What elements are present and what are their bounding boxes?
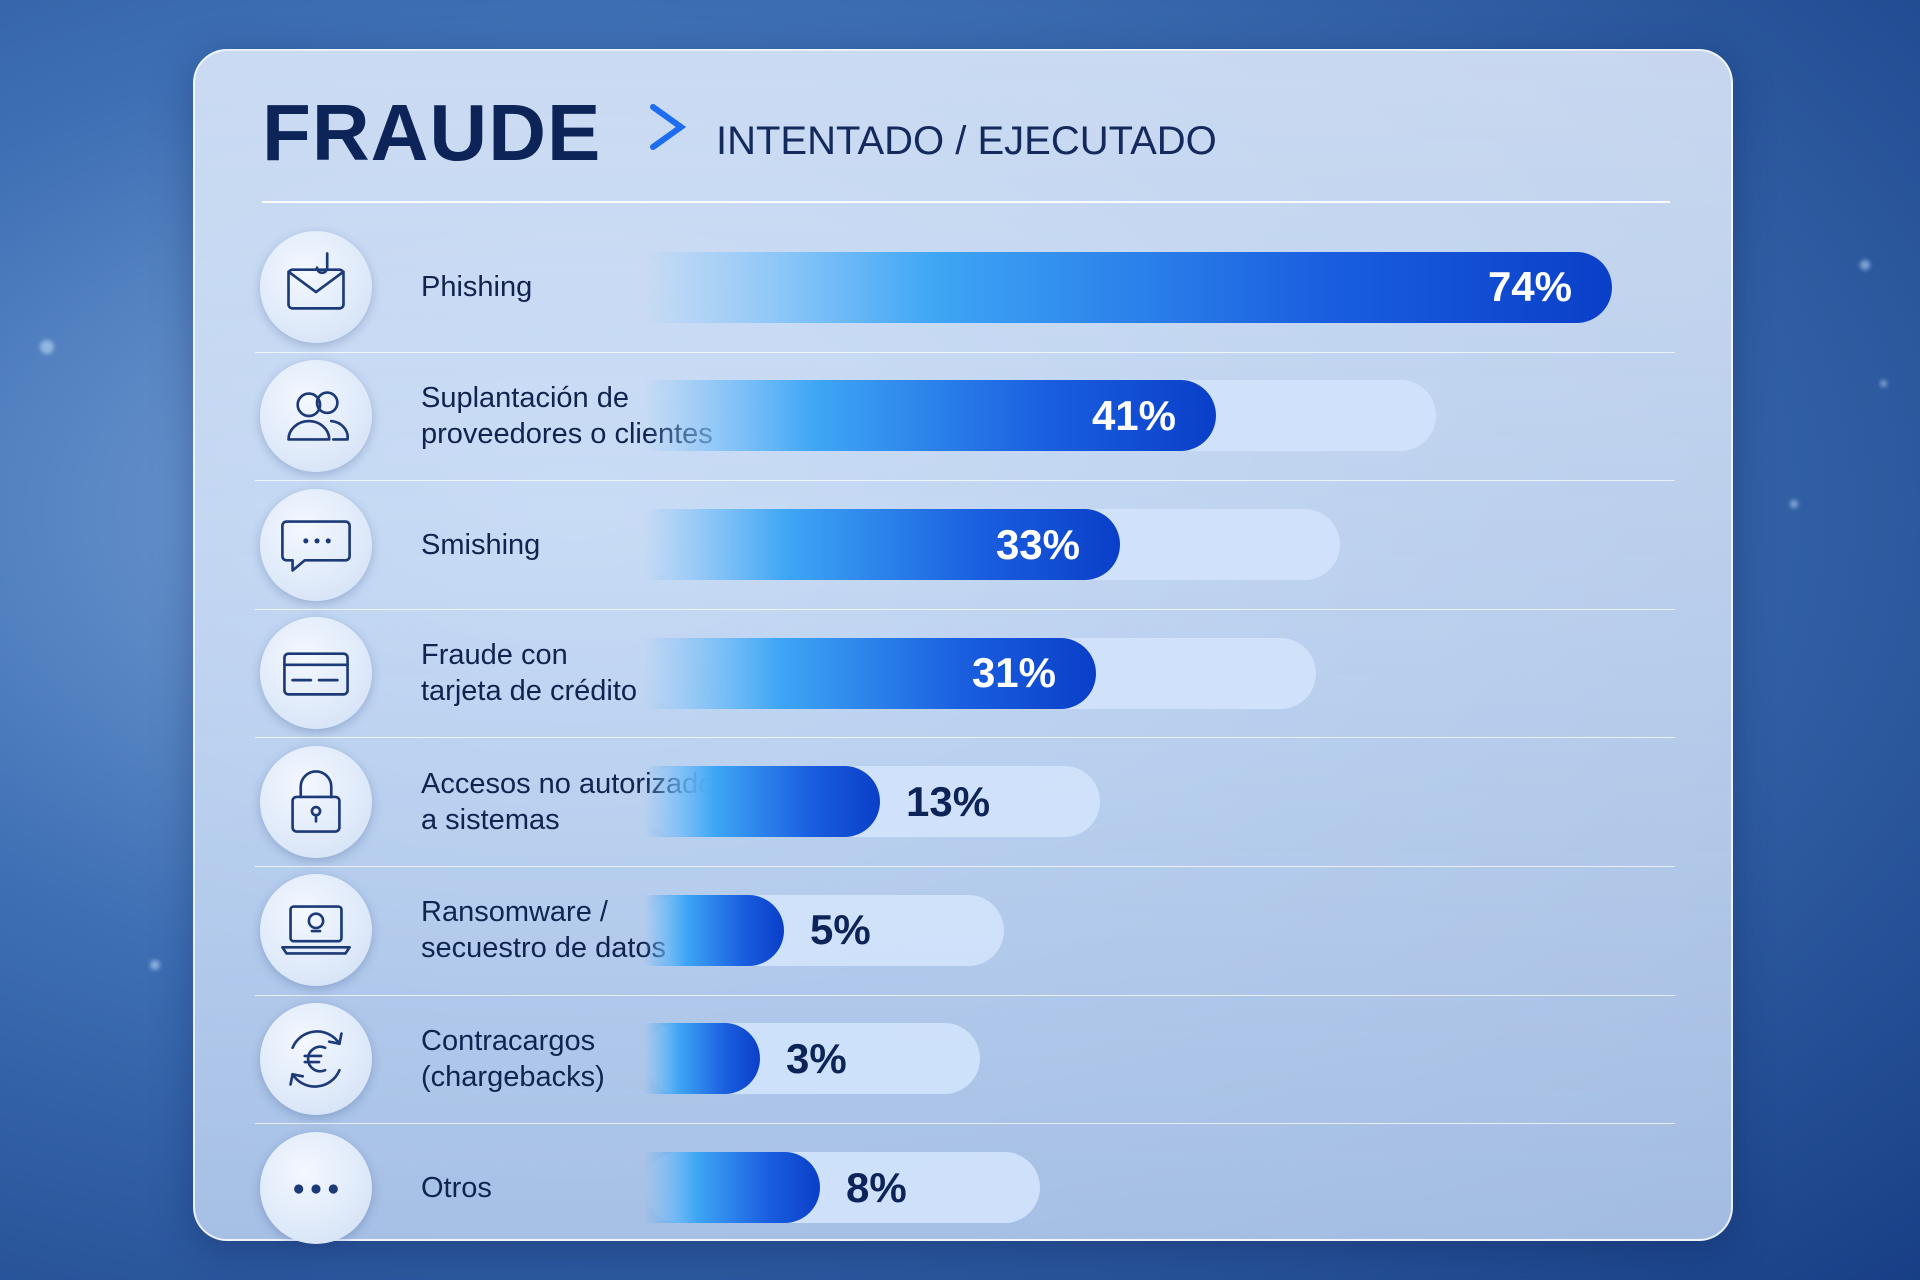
bar [644,380,1216,452]
value-label: 31% [971,649,1056,697]
icon-glyph [281,905,351,956]
bar [644,509,1120,580]
value-label: 5% [810,906,871,954]
bokeh [1880,380,1887,387]
icon-glyph [283,652,349,696]
row-icon [260,488,372,601]
subtitle: INTENTADO / EJECUTADO [716,119,1217,163]
chevron [650,104,687,150]
category-label: Fraude con tarjeta de crédito [421,639,638,708]
bokeh [1790,500,1798,508]
row-icon [260,359,372,472]
icon-glyph [281,519,351,572]
icon-glyph [287,252,345,311]
bar [644,1152,820,1223]
category-label: Smishing [421,528,541,561]
icon-glyph [294,1183,338,1194]
category-label: Phishing [421,271,533,304]
category-label: Ransomware / secuestro de datos [421,896,667,965]
row-icon [260,874,372,987]
icon-glyph [287,391,350,441]
title: FRAUDE [262,88,602,177]
row-separator [255,737,1675,739]
bar [644,251,1612,323]
value-label: 41% [1091,391,1176,439]
bokeh [1860,260,1870,270]
bar [644,1023,760,1095]
row-separator [255,608,1675,610]
category-label: Otros [421,1171,492,1204]
value-label: 3% [786,1034,847,1082]
value-label: 8% [846,1163,907,1211]
row-icon [260,1002,372,1115]
row-icon [260,231,372,344]
row-separator [255,480,1675,482]
category-label: Contracargos (chargebacks) [421,1024,605,1093]
bar [644,766,880,838]
icon-glyph [289,1030,343,1088]
row-separator [255,866,1675,867]
bar [644,894,784,966]
row-icon [260,1131,372,1244]
icon-glyph [291,769,341,833]
row-separator [255,994,1675,996]
divider [262,201,1670,203]
card: FRAUDE INTENTADO / EJECUTADO Phishing 74%… [193,49,1733,1244]
value-label: 33% [995,520,1080,568]
row-separator [255,1123,1675,1125]
row-icon [260,745,372,858]
row-icon [260,617,372,730]
value-label: 13% [906,777,991,825]
value-label: 74% [1487,263,1572,311]
bokeh [150,960,160,970]
bokeh [40,340,54,354]
row-separator [255,351,1675,353]
bar [644,637,1096,709]
